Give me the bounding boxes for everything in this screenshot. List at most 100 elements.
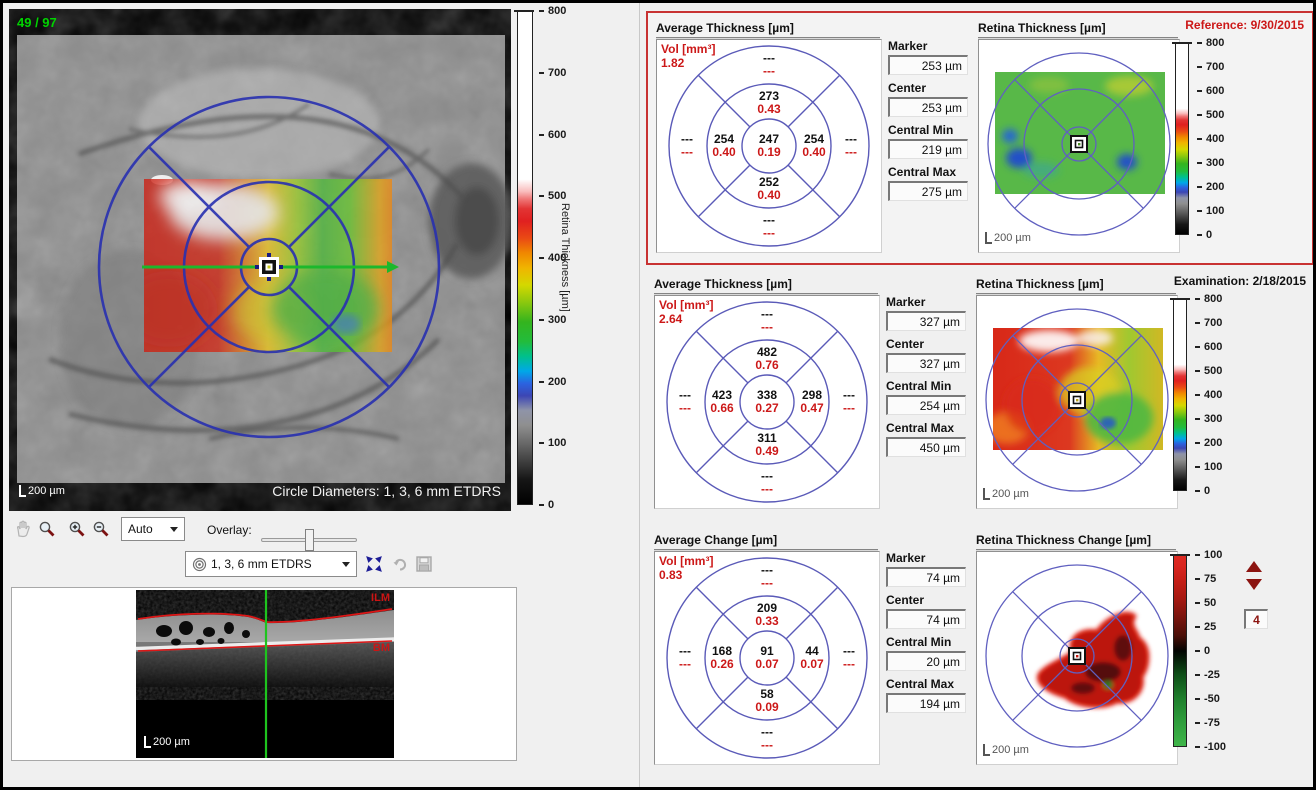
etdrs-sector: 4820.76 [755, 346, 778, 372]
map-scale-bar: 200 µm [985, 232, 1031, 244]
etdrs-sector: 580.09 [755, 688, 778, 714]
exam-comparison-region: Reference: 9/30/2015 Average Thickness [… [639, 3, 1316, 787]
map-title: Retina Thickness [µm] [978, 21, 1178, 39]
central-min-value: 254 µm [886, 395, 966, 415]
map-scale-bar: 200 µm [983, 744, 1029, 756]
thickness-change-map[interactable]: 200 µm [976, 551, 1178, 765]
etdrs-center: 910.07 [755, 645, 778, 671]
central-max-value: 194 µm [886, 693, 966, 713]
etdrs-grid: Vol [mm³]2.64 ------ 4820.76 ------ 4230… [654, 295, 880, 509]
central-max-value: 275 µm [888, 181, 968, 201]
etdrs-sector: ------ [679, 645, 691, 671]
fovea-marker [1071, 136, 1087, 152]
central-max-value: 450 µm [886, 437, 966, 457]
scan-counter: 49 / 97 [17, 15, 57, 30]
examination-date: Examination: 2/18/2015 [1174, 274, 1306, 288]
bullseye-icon [192, 557, 207, 572]
bm-label: BM [373, 642, 390, 654]
avg-thickness-title: Average Thickness [µm] [656, 21, 880, 39]
map-title: Retina Thickness Change [µm] [976, 533, 1176, 551]
fundus-colorbar-title: Retina Thickness [µm] [559, 203, 571, 312]
etdrs-sector: ------ [761, 726, 773, 752]
marker-value: 327 µm [886, 311, 966, 331]
magnifier-icon[interactable] [37, 519, 59, 541]
measurement-fields: Marker253 µm Center253 µm Central Min219… [888, 39, 974, 207]
fundus-colorbar [517, 11, 533, 505]
etdrs-sector: 3110.49 [755, 432, 778, 458]
etdrs-sector: ------ [681, 133, 693, 159]
etdrs-sector: 4230.66 [710, 389, 733, 415]
panel-change: Average Change [µm] Vol [mm³]0.83 ------… [646, 525, 1314, 779]
undo-icon[interactable] [391, 555, 413, 577]
avg-thickness-title: Average Thickness [µm] [654, 277, 878, 295]
scale-l-mark [144, 736, 151, 748]
fovea-marker [1069, 648, 1085, 664]
fovea-marker [1069, 392, 1085, 408]
thickness-map[interactable]: 200 µm [978, 39, 1180, 253]
chevron-down-icon [342, 562, 350, 567]
scan-number-field[interactable]: 4 [1244, 609, 1268, 629]
down-arrow-button[interactable] [1246, 579, 1262, 590]
etdrs-sector: ------ [845, 133, 857, 159]
etdrs-sector: 2980.47 [800, 389, 823, 415]
etdrs-center: 2470.19 [757, 133, 780, 159]
etdrs-sector: ------ [761, 308, 773, 334]
scale-l-mark [983, 488, 990, 500]
etdrs-sector: ------ [761, 470, 773, 496]
zoom-out-icon[interactable] [91, 519, 113, 541]
grid-mode-select[interactable]: 1, 3, 6 mm ETDRS [185, 551, 357, 577]
etdrs-sector: ------ [843, 645, 855, 671]
overlay-slider[interactable] [261, 533, 357, 547]
oct-analysis-window: 49 / 97 200 µm Circle Diameters: 1, 3, 6… [0, 0, 1316, 790]
etdrs-sector: 2090.33 [755, 602, 778, 628]
measurement-fields: Marker327 µm Center327 µm Central Min254… [886, 295, 972, 463]
center-value: 253 µm [888, 97, 968, 117]
overlay-label: Overlay: [207, 523, 252, 537]
thickness-map[interactable]: 200 µm [976, 295, 1178, 509]
up-arrow-button[interactable] [1246, 561, 1262, 572]
etdrs-sector: ------ [763, 214, 775, 240]
center-value: 74 µm [886, 609, 966, 629]
etdrs-sector: 440.07 [800, 645, 823, 671]
volume-label: Vol [mm³]1.82 [661, 42, 715, 70]
bscan-scale-bar: 200 µm [144, 736, 190, 748]
zoom-mode-value: Auto [128, 522, 153, 536]
fundus-image [9, 9, 511, 511]
scale-l-mark [983, 744, 990, 756]
map-title: Retina Thickness [µm] [976, 277, 1176, 295]
panel-reference: Reference: 9/30/2015 Average Thickness [… [646, 11, 1314, 265]
etdrs-sector: 2540.40 [712, 133, 735, 159]
scale-l-mark [985, 232, 992, 244]
etdrs-sector: ------ [843, 389, 855, 415]
fit-view-icon[interactable] [365, 555, 387, 577]
thickness-colorbar [1175, 43, 1189, 235]
etdrs-sector: 2540.40 [802, 133, 825, 159]
volume-label: Vol [mm³]2.64 [659, 298, 713, 326]
etdrs-grid: Vol [mm³]0.83 ------ 2090.33 ------ 1680… [654, 551, 880, 765]
measurement-fields: Marker74 µm Center74 µm Central Min20 µm… [886, 551, 972, 719]
slider-thumb[interactable] [305, 529, 314, 551]
etdrs-sector: 2520.40 [757, 176, 780, 202]
etdrs-center: 3380.27 [755, 389, 778, 415]
zoom-in-icon[interactable] [67, 519, 89, 541]
marker-value: 74 µm [886, 567, 966, 587]
etdrs-sector: 1680.26 [710, 645, 733, 671]
bscan-panel: ILM BM 200 µm [11, 587, 517, 761]
scale-l-mark [19, 485, 26, 497]
reference-date: Reference: 9/30/2015 [1185, 18, 1304, 32]
bscan-image[interactable]: ILM BM 200 µm [136, 590, 394, 758]
etdrs-sector: ------ [679, 389, 691, 415]
fundus-view[interactable]: 49 / 97 200 µm Circle Diameters: 1, 3, 6… [9, 9, 511, 511]
grid-mode-value: 1, 3, 6 mm ETDRS [211, 557, 312, 571]
zoom-mode-select[interactable]: Auto [121, 517, 185, 541]
central-min-value: 20 µm [886, 651, 966, 671]
panel-examination: Examination: 2/18/2015 Average Thickness… [646, 269, 1314, 521]
circle-diameters-caption: Circle Diameters: 1, 3, 6 mm ETDRS [272, 483, 501, 499]
etdrs-sector: ------ [763, 52, 775, 78]
hand-icon[interactable] [13, 519, 35, 541]
save-icon[interactable] [415, 555, 437, 577]
etdrs-grid: Vol [mm³]1.82 ------ 2730.43 ------ 2540… [656, 39, 882, 253]
fundus-scale-bar: 200 µm [19, 485, 65, 497]
avg-change-title: Average Change [µm] [654, 533, 878, 551]
map-scale-bar: 200 µm [983, 488, 1029, 500]
